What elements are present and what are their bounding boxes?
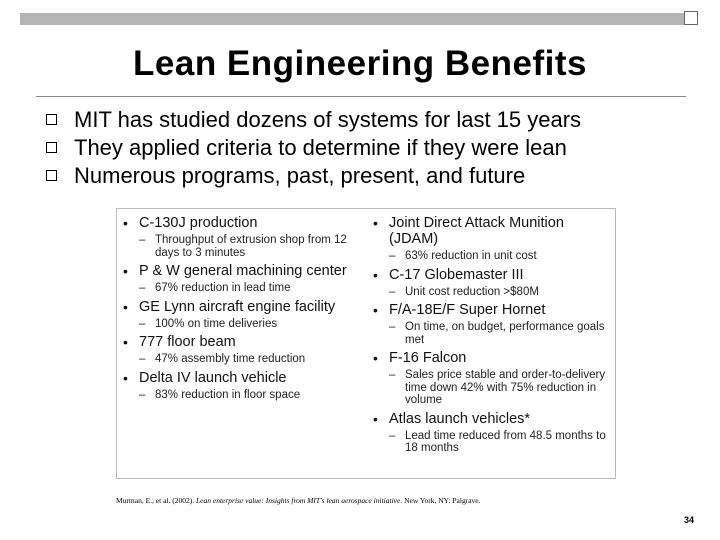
bullet-item: They applied criteria to determine if th… [46, 134, 706, 162]
bullet-dot-icon: • [123, 334, 128, 350]
bullet-dot-icon: • [123, 215, 128, 231]
program-name: Joint Direct Attack Munition (JDAM) [389, 215, 564, 247]
square-bullet-icon [46, 170, 57, 181]
dash-icon: – [389, 285, 396, 298]
program-item: • 777 floor beam [123, 334, 367, 350]
programs-right-column: • Joint Direct Attack Munition (JDAM) –63… [373, 213, 609, 459]
program-result-text: 100% on time deliveries [155, 317, 278, 330]
program-result: – On time, on budget, performance goals m… [373, 321, 609, 346]
square-bullet-icon [46, 142, 57, 153]
dash-icon: – [139, 317, 146, 330]
bullet-text: They applied criteria to determine if th… [74, 135, 567, 160]
program-name: F-16 Falcon [389, 350, 467, 366]
program-name: F/A-18E/F Super Hornet [389, 302, 546, 318]
citation-title: Lean enterprise value: Insights from MIT… [195, 496, 403, 505]
program-name: Atlas launch vehicles* [389, 410, 531, 427]
top-decorative-box [684, 11, 698, 25]
dash-icon: – [139, 282, 146, 294]
dash-icon: – [389, 429, 396, 442]
bullet-list: MIT has studied dozens of systems for la… [46, 106, 706, 190]
bullet-dot-icon: • [373, 266, 378, 283]
program-item: • Joint Direct Attack Munition (JDAM) [373, 215, 609, 247]
program-item: • Delta IV launch vehicle [123, 370, 367, 386]
program-result-text: Throughput of extrusion shop from 12 day… [155, 234, 347, 259]
program-result-text: 67% reduction in lead time [155, 282, 291, 294]
program-result-text: 63% reduction in unit cost [405, 250, 537, 262]
top-decorative-bar [20, 13, 684, 25]
program-item: • F/A-18E/F Super Hornet [373, 302, 609, 318]
bullet-text: Numerous programs, past, present, and fu… [74, 163, 526, 188]
program-name: P & W general machining center [139, 263, 347, 279]
bullet-dot-icon: • [373, 410, 378, 427]
program-name: Delta IV launch vehicle [139, 369, 287, 386]
program-item: • P & W general machining center [123, 263, 367, 279]
program-item: • F-16 Falcon [373, 350, 609, 366]
programs-panel: • C-130J production – Throughput of extrus… [116, 208, 616, 479]
program-result: –47% assembly time reduction [123, 353, 367, 366]
program-name: GE Lynn aircraft engine facility [139, 298, 336, 315]
program-result-text: On time, on budget, performance goals me… [405, 321, 605, 346]
citation-publisher: New York, NY: Palgrave. [404, 496, 481, 505]
bullet-dot-icon: • [123, 369, 128, 386]
program-item: • GE Lynn aircraft engine facility [123, 299, 367, 315]
program-item: • C-17 Globemaster III [373, 267, 609, 283]
program-result: –100% on time deliveries [123, 318, 367, 331]
program-name: C-17 Globemaster III [389, 266, 524, 283]
dash-icon: – [139, 234, 146, 246]
program-result-text: Lead time reduced from 48.5 months to 18… [405, 429, 606, 455]
program-result-text: Sales price stable and order-to-delivery… [405, 369, 606, 406]
bullet-dot-icon: • [123, 263, 128, 279]
program-name: C-130J production [139, 215, 258, 231]
program-result: – Sales price stable and order-to-deliver… [373, 369, 609, 407]
bullet-item: MIT has studied dozens of systems for la… [46, 106, 706, 134]
program-result: – Throughput of extrusion shop from 12 da… [123, 234, 367, 259]
square-bullet-icon [46, 114, 57, 125]
program-result: –67% reduction in lead time [123, 282, 367, 295]
page-number: 34 [683, 515, 694, 525]
dash-icon: – [139, 388, 146, 401]
program-item: • C-130J production [123, 215, 367, 231]
bullet-dot-icon: • [373, 302, 378, 318]
program-result: – Unit cost reduction >$80M [373, 286, 609, 299]
dash-icon: – [139, 353, 146, 365]
citation-authors: Murman, E., et al. (2002). [116, 496, 195, 505]
bullet-item: Numerous programs, past, present, and fu… [46, 162, 706, 190]
dash-icon: – [389, 250, 396, 262]
program-result-text: 83% reduction in floor space [155, 388, 301, 401]
programs-left-column: • C-130J production – Throughput of extrus… [123, 213, 367, 405]
citation: Murman, E., et al. (2002). Lean enterpri… [116, 496, 706, 505]
bullet-dot-icon: • [373, 350, 378, 366]
dash-icon: – [389, 369, 396, 381]
title-divider [36, 96, 686, 97]
program-result: –83% reduction in floor space [123, 389, 367, 402]
program-result-text: 47% assembly time reduction [155, 353, 306, 365]
slide-title: Lean Engineering Benefits [133, 44, 587, 83]
program-result: –63% reduction in unit cost [373, 250, 609, 263]
bullet-dot-icon: • [373, 215, 378, 231]
program-item: • Atlas launch vehicles* [373, 411, 609, 427]
bullet-text: MIT has studied dozens of systems for la… [74, 107, 582, 132]
program-name: 777 floor beam [139, 334, 236, 350]
dash-icon: – [389, 321, 396, 333]
program-result-text: Unit cost reduction >$80M [405, 285, 539, 298]
bullet-dot-icon: • [123, 298, 128, 315]
program-result: – Lead time reduced from 48.5 months to 1… [373, 430, 609, 455]
